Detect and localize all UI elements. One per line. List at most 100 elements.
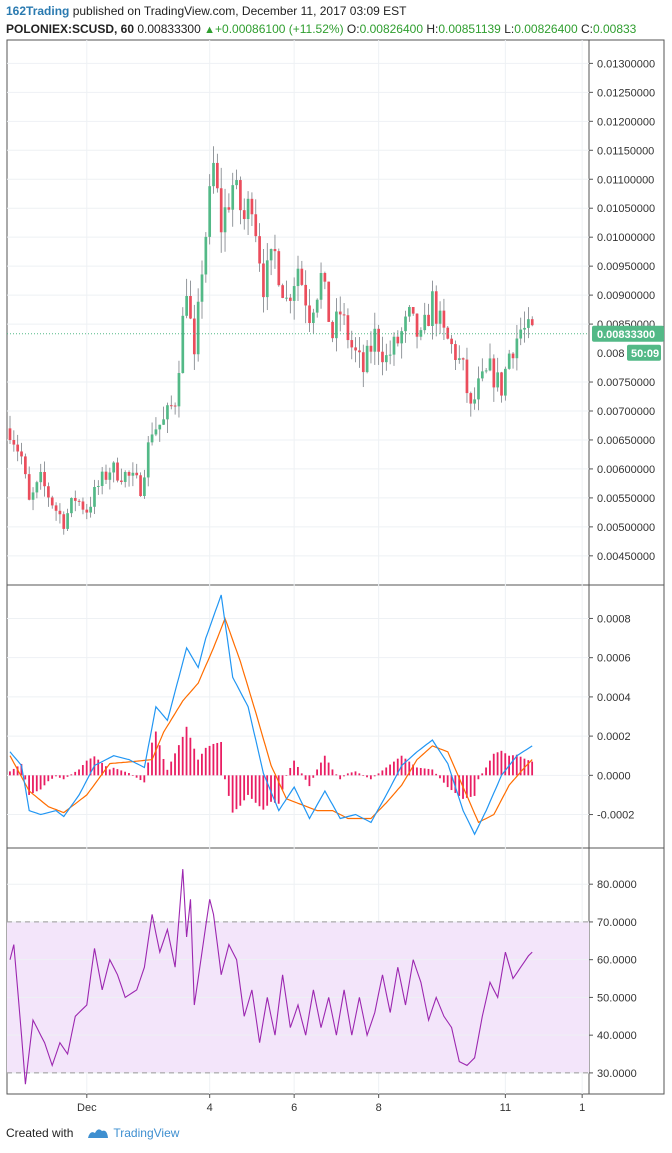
macd-histogram-bar — [350, 772, 353, 776]
published-text: published on TradingView.com, December 1… — [72, 4, 407, 18]
candle-up — [112, 462, 116, 473]
macd-histogram-bar — [247, 775, 249, 795]
candle-up — [477, 378, 480, 400]
macd-histogram-bar — [373, 775, 376, 777]
macd-histogram-bar — [227, 775, 230, 796]
macd-histogram-bar — [43, 775, 46, 786]
candle-up — [96, 485, 100, 488]
macd-histogram-bar — [81, 765, 84, 776]
y-tick-label: 60.0000 — [597, 955, 637, 967]
macd-histogram-bar — [62, 775, 65, 780]
macd-histogram-bar — [243, 775, 246, 801]
macd-histogram-bar — [101, 762, 103, 776]
candle-down — [58, 510, 62, 515]
candle-down — [85, 509, 89, 513]
candle-up — [235, 180, 238, 186]
chart-frame — [6, 39, 665, 1095]
candle-down — [530, 319, 534, 326]
macd-histogram-bar — [339, 775, 342, 780]
macd-histogram-bar — [201, 753, 203, 776]
candle-up — [438, 310, 442, 324]
macd-histogram-bar — [32, 775, 34, 794]
candle-down — [16, 444, 20, 452]
macd-histogram-bar — [204, 747, 207, 776]
candle-up — [315, 299, 319, 313]
macd-histogram-bar — [58, 775, 61, 778]
macd-histogram-bar — [412, 764, 414, 776]
y-tick-label: 70.0000 — [597, 917, 637, 929]
candle-down — [77, 500, 81, 502]
y-tick-label: 0.00650000 — [597, 435, 655, 447]
macd-histogram-bar — [335, 774, 338, 776]
candle-down — [304, 284, 308, 306]
macd-histogram-bar — [515, 754, 518, 776]
macd-histogram-bar — [9, 771, 11, 776]
macd-histogram-bar — [97, 759, 100, 776]
candle-up — [208, 186, 212, 237]
candle-up — [488, 358, 492, 371]
y-tick-label: 0.0000 — [597, 770, 631, 782]
candle-down — [116, 462, 119, 481]
candle-down — [350, 340, 354, 348]
macd-histogram-bar — [393, 761, 395, 776]
y-tick-label: 0.01200000 — [597, 116, 655, 128]
macd-histogram-bar — [216, 742, 219, 776]
publisher-line: 162Trading published on TradingView.com,… — [6, 2, 670, 20]
candle-up — [162, 419, 165, 425]
candle-down — [12, 440, 16, 445]
candle-down — [127, 472, 131, 476]
candle-down — [169, 405, 173, 407]
macd-histogram-bar — [258, 775, 261, 807]
up-arrow-icon: ▲ — [204, 24, 216, 36]
candle-up — [423, 314, 427, 331]
candle-up — [515, 338, 519, 359]
x-tick-label: 6 — [291, 1102, 297, 1114]
candle-down — [73, 497, 77, 501]
candle-down — [192, 318, 196, 355]
x-tick-label: 8 — [376, 1102, 382, 1114]
macd-histogram-bar — [28, 775, 30, 795]
macd-histogram-bar — [16, 766, 19, 776]
candle-down — [469, 393, 473, 404]
high-value: 0.00851139 — [438, 22, 501, 36]
macd-histogram-bar — [197, 759, 199, 776]
candle-up — [400, 331, 404, 344]
macd-histogram-bar — [135, 775, 138, 778]
publisher-name[interactable]: 162Trading — [6, 4, 70, 18]
candle-up — [204, 236, 208, 275]
candle-up — [146, 442, 150, 478]
low-label: L: — [504, 22, 515, 36]
high-label: H: — [426, 22, 439, 36]
macd-histogram-bar — [235, 775, 238, 810]
candle-up — [319, 273, 323, 300]
candle-up — [108, 472, 112, 480]
candle-down — [81, 501, 85, 510]
candle-down — [446, 327, 450, 339]
candle-up — [365, 345, 369, 373]
macd-histogram-bar — [170, 761, 173, 776]
macd-histogram-bar — [465, 775, 468, 798]
macd-histogram-bar — [273, 775, 276, 803]
macd-histogram-bar — [128, 773, 130, 776]
macd-histogram-bar — [369, 775, 372, 780]
close-value: 0.00833 — [592, 22, 637, 36]
y-tick-label: 0.00950000 — [597, 261, 655, 273]
macd-histogram-bar — [108, 769, 111, 776]
macd-histogram-bar — [74, 771, 77, 776]
countdown-label: 50:09 — [631, 348, 659, 360]
tradingview-brand[interactable]: TradingView — [79, 1126, 179, 1140]
candle-up — [388, 354, 392, 356]
macd-histogram-bar — [308, 775, 311, 787]
macd-histogram-bar — [297, 766, 299, 776]
open-label: O: — [346, 22, 360, 36]
macd-histogram-bar — [377, 773, 380, 776]
candle-up — [419, 330, 423, 337]
candle-up — [181, 315, 185, 374]
close-label: C: — [580, 22, 593, 36]
macd-histogram-bar — [454, 775, 457, 793]
candle-down — [277, 251, 281, 286]
y-tick-label: 0.01050000 — [597, 203, 655, 215]
macd-histogram-bar — [220, 741, 222, 776]
candle-down — [331, 321, 334, 339]
